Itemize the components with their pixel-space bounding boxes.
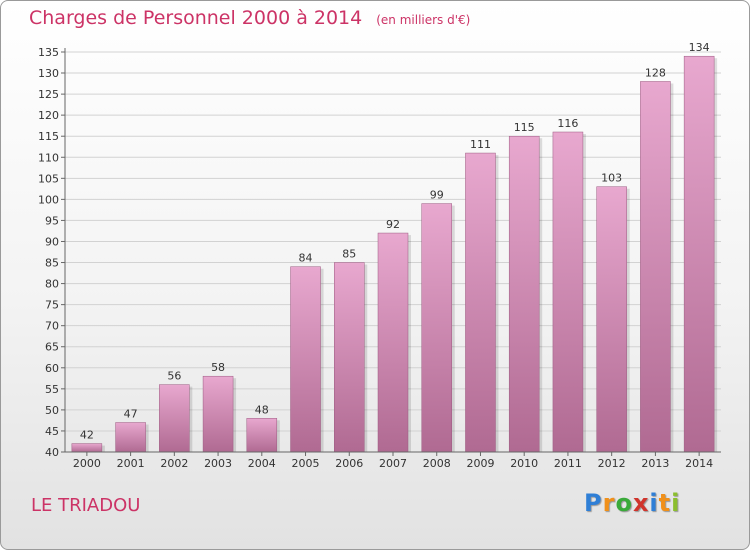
y-tick-label: 65 — [45, 341, 59, 354]
bar-2002 — [159, 384, 190, 453]
chart-title: Charges de Personnel 2000 à 2014 (en mill… — [29, 7, 470, 29]
x-tick-label: 2000 — [73, 457, 101, 470]
x-tick-label: 2002 — [160, 457, 188, 470]
y-tick-label: 70 — [45, 320, 59, 333]
y-tick-label: 135 — [38, 46, 59, 59]
data-label: 84 — [299, 252, 313, 265]
x-tick-label: 2012 — [598, 457, 626, 470]
bar-2000 — [71, 443, 103, 453]
bar-2010 — [508, 135, 540, 453]
data-label: 42 — [80, 429, 94, 442]
x-tick-label: 2011 — [554, 457, 582, 470]
y-tick-label: 40 — [45, 446, 59, 459]
data-label: 103 — [601, 172, 622, 185]
chart-unit: (en milliers d'€) — [376, 13, 471, 27]
proxiti-logo: Proxiti — [584, 489, 681, 517]
axes: 40 45 50 55 60 65 70 75 80 85 90 95 100 105 110 115 120 1… — [38, 46, 721, 470]
data-label: 115 — [514, 121, 535, 134]
y-tick-label: 100 — [38, 193, 59, 206]
bar-2012 — [596, 186, 627, 453]
y-tick-label: 125 — [38, 88, 59, 101]
data-label: 92 — [386, 218, 400, 231]
data-label: 116 — [557, 117, 578, 130]
x-tick-label: 2006 — [335, 457, 363, 470]
y-tick-label: 90 — [45, 235, 59, 248]
y-tick-label: 80 — [45, 278, 59, 291]
x-tick-label: 2010 — [510, 457, 538, 470]
x-tick-label: 2005 — [292, 457, 320, 470]
data-label: 47 — [124, 408, 138, 421]
y-tick-label: 115 — [38, 130, 59, 143]
x-tick-label: 2009 — [466, 457, 494, 470]
y-tick-label: 110 — [38, 151, 59, 164]
x-tick-label: 2004 — [248, 457, 276, 470]
bar-2011 — [552, 131, 584, 453]
place-name: LE TRIADOU — [31, 495, 141, 516]
data-label: 111 — [470, 138, 491, 151]
bar-2014 — [683, 55, 715, 453]
bar-2005 — [290, 266, 321, 453]
bar-2004 — [246, 418, 278, 453]
x-tick-label: 2007 — [379, 457, 407, 470]
y-tick-label: 55 — [45, 383, 59, 396]
bar-2006 — [334, 262, 365, 453]
bar-2013 — [640, 81, 671, 453]
x-tick-label: 2008 — [423, 457, 451, 470]
y-tick-label: 45 — [45, 425, 59, 438]
bar-2007 — [377, 232, 409, 453]
bars: 42 47 56 58 48 84 85 92 99 111 115 116 103 128 134 — [71, 41, 718, 453]
data-label: 48 — [255, 403, 269, 416]
data-label: 58 — [211, 361, 225, 374]
x-tick-label: 2001 — [117, 457, 145, 470]
chart-title-text: Charges de Personnel 2000 à 2014 — [29, 7, 363, 29]
y-tick-label: 105 — [38, 172, 59, 185]
y-tick-label: 85 — [45, 257, 59, 270]
data-label: 134 — [689, 41, 710, 54]
y-tick-label: 120 — [38, 109, 59, 122]
x-tick-label: 2014 — [685, 457, 713, 470]
bar-2008 — [421, 203, 452, 453]
x-tick-label: 2003 — [204, 457, 232, 470]
data-label: 128 — [645, 66, 666, 79]
y-tick-label: 75 — [45, 299, 59, 312]
y-tick-label: 50 — [45, 404, 59, 417]
data-label: 56 — [167, 370, 181, 383]
y-tick-label: 95 — [45, 214, 59, 227]
y-tick-label: 130 — [38, 67, 59, 80]
data-label: 85 — [342, 248, 356, 261]
bar-2003 — [202, 375, 234, 453]
bar-2009 — [465, 152, 496, 453]
bar-2001 — [115, 422, 146, 453]
x-tick-label: 2013 — [641, 457, 669, 470]
y-tick-label: 60 — [45, 362, 59, 375]
data-label: 99 — [430, 189, 444, 202]
